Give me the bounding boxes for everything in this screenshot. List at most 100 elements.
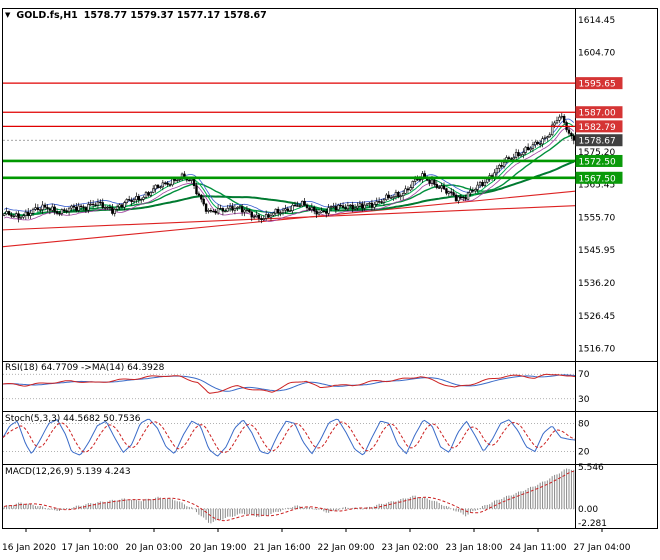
- candle-body: [147, 192, 150, 196]
- candle-body: [245, 209, 249, 212]
- candle-body: [301, 200, 304, 207]
- price-tick-label: 1614.45: [578, 16, 615, 26]
- candle-body: [19, 216, 23, 219]
- price-scale[interactable]: 1614.45 1604.70 1575.20 1565.45 1555.70 1545.…: [575, 16, 623, 355]
- chart-title-overlay: ▼ GOLD.fs,H1 1578.77 1579.37 1577.17 157…: [5, 10, 267, 21]
- candle-body: [233, 208, 237, 211]
- candle-body: [152, 188, 155, 193]
- candle-body: [550, 124, 554, 136]
- candle-body: [541, 138, 544, 145]
- candle-body: [406, 188, 410, 191]
- candle-body: [137, 196, 140, 201]
- candle-body: [3, 213, 6, 216]
- candle-body: [353, 207, 357, 210]
- candle-body: [75, 206, 78, 211]
- candle-body: [281, 209, 285, 214]
- candle-body: [135, 196, 138, 201]
- candle-body: [77, 205, 80, 211]
- candle-body: [120, 204, 124, 208]
- candle-body: [127, 199, 131, 201]
- candle-body: [195, 185, 198, 195]
- candle-body: [274, 208, 277, 214]
- candle-body: [351, 204, 354, 210]
- candle-body: [430, 179, 434, 184]
- candle-body: [483, 181, 487, 187]
- candle-body: [356, 205, 359, 209]
- candle-body: [248, 209, 251, 213]
- price-line-badge: [575, 77, 623, 90]
- candle-body: [284, 208, 287, 211]
- candle-body: [320, 210, 323, 213]
- candle-body: [267, 214, 270, 218]
- candle-body: [531, 144, 535, 149]
- candle-body: [361, 203, 364, 209]
- candle-body: [438, 187, 441, 189]
- candle-body: [286, 208, 289, 212]
- candle-body: [447, 191, 451, 194]
- candle-body: [416, 178, 419, 181]
- candle-body: [257, 214, 261, 219]
- candle-body: [269, 214, 273, 218]
- candle-body: [101, 202, 104, 208]
- candle-body: [375, 201, 378, 205]
- candle-body: [166, 182, 169, 185]
- candle-body: [132, 199, 136, 203]
- candle-body: [341, 205, 345, 208]
- candle-body: [149, 192, 153, 196]
- candle-body: [10, 214, 13, 217]
- candle-body: [176, 179, 179, 182]
- symbol-dropdown-icon[interactable]: ▼: [5, 11, 11, 19]
- candle-body: [5, 211, 8, 215]
- candle-body: [365, 203, 369, 206]
- candle-body: [411, 181, 414, 188]
- trendline[interactable]: [2, 190, 576, 248]
- trendline[interactable]: [2, 205, 576, 231]
- price-tick-label: 1575.20: [578, 148, 615, 158]
- candle-body: [279, 212, 282, 214]
- candle-body: [308, 207, 311, 211]
- candle-body: [91, 203, 95, 206]
- candle-body: [43, 204, 47, 208]
- ma-mid-line: [3, 134, 574, 216]
- price-line-badge: [575, 106, 623, 119]
- price-tick-label: 1536.20: [578, 279, 615, 289]
- candle-body: [188, 179, 191, 182]
- rsi-level-label: 70: [578, 370, 590, 380]
- candle-body: [380, 201, 383, 203]
- candle-body: [29, 213, 32, 216]
- candle-body: [409, 187, 412, 191]
- candle-body: [507, 157, 511, 159]
- candle-body: [216, 208, 220, 214]
- candle-body: [445, 188, 448, 194]
- candle-body: [173, 178, 177, 181]
- candle-body: [168, 184, 172, 186]
- candle-body: [79, 205, 83, 208]
- candle-body: [293, 204, 297, 207]
- candle-body: [313, 207, 316, 212]
- candle-body: [325, 211, 328, 214]
- candle-body: [474, 189, 477, 192]
- stoch-main-line: [2, 418, 576, 457]
- candle-body: [171, 178, 174, 186]
- candle-body: [72, 205, 76, 208]
- macd-axis-label: 0.00: [578, 505, 598, 515]
- candle-body: [94, 204, 97, 207]
- candle-body: [36, 207, 40, 210]
- candle-body: [454, 194, 458, 202]
- rsi-line: [2, 373, 576, 394]
- price-tick-label: 1545.95: [578, 246, 615, 256]
- candle-body: [466, 192, 470, 200]
- ohlc-readout: 1578.77 1579.37 1577.17 1578.67: [83, 10, 267, 21]
- candle-body: [498, 165, 501, 169]
- candle-body: [224, 210, 227, 213]
- macd-axis-label: -2.281: [578, 519, 607, 529]
- candle-body: [103, 207, 107, 209]
- candle-body: [221, 208, 225, 212]
- candle-body: [250, 211, 253, 218]
- rsi-level-label: 30: [578, 395, 590, 405]
- candle-body: [53, 206, 56, 212]
- candle-body: [226, 207, 229, 212]
- stoch-signal-line: [2, 421, 576, 454]
